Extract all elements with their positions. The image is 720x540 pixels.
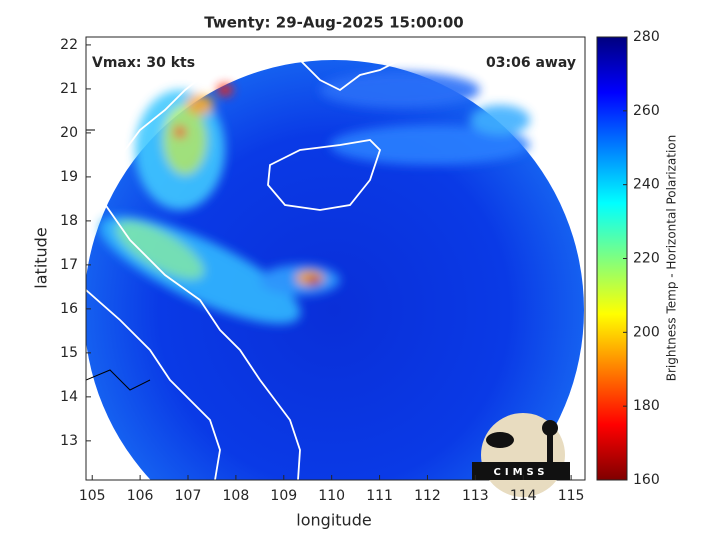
x-tick-label: 108	[223, 488, 250, 504]
vmax-label: Vmax: 30 kts	[92, 55, 195, 71]
y-tick-label: 18	[60, 213, 78, 229]
x-tick-label: 115	[558, 488, 585, 504]
x-tick-label: 111	[366, 488, 393, 504]
x-tick-label: 105	[79, 488, 106, 504]
y-tick-label: 15	[60, 345, 78, 361]
plot-frame	[85, 36, 586, 481]
x-axis-label: longitude	[296, 511, 371, 530]
colorbar-label: Brightness Temp - Horizontal Polarizatio…	[665, 135, 679, 382]
logo: CIMSS	[472, 413, 570, 497]
colorbar-tick-label: 160	[633, 472, 660, 488]
y-tick-label: 16	[60, 301, 78, 317]
colorbar-tick-label: 260	[633, 103, 660, 119]
colorbar-tick-label: 220	[633, 251, 660, 267]
x-tick-label: 110	[318, 488, 345, 504]
title: Twenty: 29-Aug-2025 15:00:00	[204, 14, 463, 32]
x-tick-label: 109	[270, 488, 297, 504]
colorbar-tick-label: 180	[633, 398, 660, 414]
y-tick-label: 17	[60, 257, 78, 273]
colorbar-tick-label: 280	[633, 29, 660, 45]
x-tick-label: 113	[462, 488, 489, 504]
x-tick-label: 114	[510, 488, 537, 504]
logo-text: CIMSS	[494, 467, 549, 478]
y-tick-label: 19	[60, 169, 78, 185]
satellite-image	[86, 37, 585, 480]
y-tick-label: 21	[60, 81, 78, 97]
colorbar-tick-label: 200	[633, 324, 660, 340]
x-tick-label: 112	[414, 488, 441, 504]
colorbar	[596, 36, 628, 481]
x-tick-label: 106	[127, 488, 154, 504]
y-axis-label: latitude	[32, 227, 51, 288]
colorbar-tick-label: 240	[633, 177, 660, 193]
x-tick-label: 107	[175, 488, 202, 504]
y-tick-label: 22	[60, 37, 78, 53]
time-away-label: 03:06 away	[486, 55, 576, 71]
y-tick-label: 14	[60, 389, 78, 405]
y-tick-label: 20	[60, 125, 78, 141]
y-tick-label: 13	[60, 433, 78, 449]
